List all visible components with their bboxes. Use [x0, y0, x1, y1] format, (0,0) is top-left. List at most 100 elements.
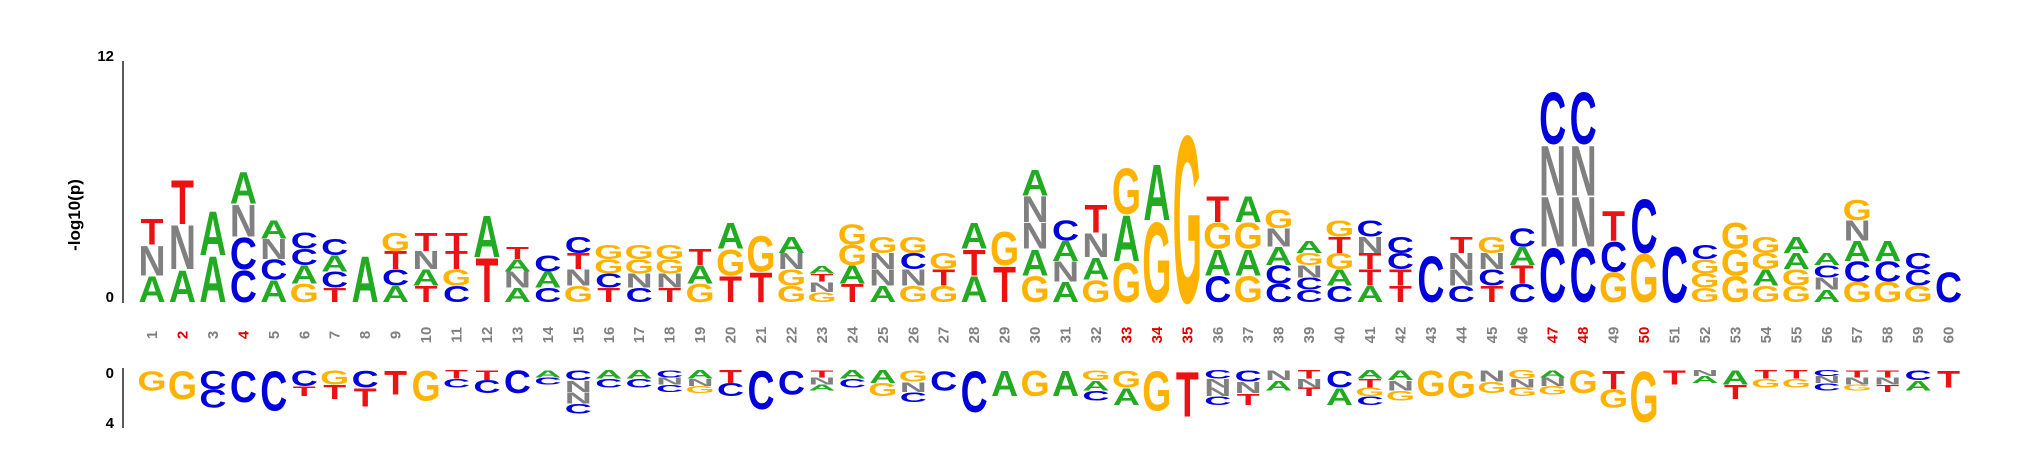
logo-letter-upper: T: [932, 265, 955, 291]
logo-letter-lower: C: [930, 366, 957, 397]
logo-letter-lower: N: [1235, 379, 1262, 397]
logo-letter-upper: A: [1783, 249, 1810, 275]
logo-letter-upper: C: [1631, 183, 1658, 269]
upper-tick-zero: 0: [106, 289, 114, 306]
logo-letter-upper: N: [869, 249, 896, 275]
logo-letter-lower: C: [199, 384, 226, 413]
logo-letter-lower: G: [868, 380, 897, 400]
logo-letter-lower: A: [991, 364, 1018, 404]
logo-letter-lower: G: [168, 364, 197, 409]
logo-letter-upper: C: [1570, 232, 1597, 318]
logo-letter-upper: A: [291, 260, 318, 289]
logo-letter-upper: N: [656, 270, 683, 292]
logo-letter-lower: G: [1020, 364, 1049, 404]
logo-letter-upper: G: [1904, 281, 1933, 307]
logo-letter-upper: G: [1112, 156, 1141, 228]
logo-letter-lower: C: [961, 361, 988, 425]
logo-letter-upper: C: [1509, 279, 1536, 308]
logo-letter-lower: N: [808, 375, 835, 386]
logo-letter-upper: G: [1020, 268, 1049, 310]
logo-letter-upper: C: [1387, 249, 1414, 275]
position-label: 40: [1332, 327, 1349, 344]
logo-letter-lower: T: [293, 384, 316, 400]
logo-letter-upper: A: [504, 285, 531, 307]
logo-letter-upper: A: [1082, 252, 1109, 286]
position-label: 27: [936, 327, 953, 344]
position-label: 47: [1545, 327, 1562, 344]
logo-letter-upper: T: [810, 271, 833, 284]
logo-letter-upper: G: [1234, 215, 1263, 257]
logo-letter-lower: G: [1386, 388, 1415, 404]
logo-letter-upper: A: [717, 215, 744, 257]
logo-letter-lower: N: [565, 378, 592, 396]
logo-letter-upper: A: [961, 268, 988, 310]
logo-letter-upper: C: [1387, 232, 1414, 258]
logo-letter-upper: T: [171, 167, 194, 237]
position-label: 59: [1910, 327, 1927, 344]
logo-letter-upper: G: [564, 281, 593, 307]
logo-letter-upper: T: [993, 255, 1016, 313]
position-label: 26: [905, 327, 922, 344]
position-label: 31: [1058, 327, 1075, 344]
logo-letter-upper: T: [384, 246, 407, 275]
logo-letter-upper: C: [1691, 242, 1718, 264]
logo-letter-lower: C: [504, 365, 531, 401]
logo-letter-upper: G: [1629, 240, 1658, 317]
logo-letter-upper: G: [1142, 199, 1171, 327]
position-label: 54: [1758, 326, 1775, 343]
logo-letter-upper: G: [1721, 242, 1750, 284]
logo-letter-lower: C: [565, 401, 592, 417]
logo-letter-upper: A: [534, 267, 561, 293]
logo-letter-lower: G: [1416, 364, 1445, 404]
position-label: 4: [235, 330, 252, 339]
position-label: 17: [631, 327, 648, 344]
logo-letter-upper: G: [1234, 268, 1263, 310]
logo-letter-lower: A: [1326, 383, 1353, 411]
logo-letter-upper: G: [929, 281, 958, 307]
position-label: 25: [875, 327, 892, 344]
position-label: 23: [814, 327, 831, 344]
logo-letter-upper: N: [1570, 184, 1597, 263]
logo-letter-lower: N: [1874, 375, 1901, 386]
logo-letter-upper: N: [1022, 188, 1049, 230]
logo-letter-upper: C: [900, 249, 927, 275]
logo-letter-upper: C: [1296, 275, 1323, 294]
logo-letter-upper: N: [1570, 133, 1597, 212]
logo-letter-upper: C: [1570, 79, 1597, 161]
logo-letter-lower: G: [1508, 368, 1537, 381]
logo-letter-lower: G: [1081, 368, 1110, 384]
logo-letter-upper: A: [1326, 265, 1353, 291]
logo-letter-lower: G: [1477, 379, 1506, 397]
logo-letter-lower: C: [1204, 394, 1231, 407]
logo-letter-upper: N: [1539, 184, 1566, 263]
position-label: 45: [1484, 327, 1501, 344]
logo-letter-upper: C: [1539, 232, 1566, 318]
position-label: 13: [509, 327, 526, 344]
logo-letter-upper: G: [838, 220, 867, 252]
logo-letter-upper: G: [290, 279, 319, 308]
position-label: 18: [662, 327, 679, 344]
logo-letter-upper: A: [138, 268, 165, 310]
logo-letter-upper: G: [1477, 232, 1506, 258]
logo-letter-upper: C: [1509, 224, 1536, 253]
logo-letter-upper: T: [445, 246, 468, 275]
position-label: 21: [753, 327, 770, 344]
logo-letter-lower: T: [1937, 365, 1960, 393]
logo-letter-upper: G: [1081, 275, 1110, 309]
logo-letter-upper: A: [382, 281, 409, 307]
logo-letter-upper: A: [1296, 238, 1323, 257]
logo-letter-lower: C: [1905, 368, 1932, 384]
position-label: 48: [1575, 327, 1592, 344]
logo-letter-lower: A: [808, 383, 835, 392]
logo-letter-upper: G: [1325, 249, 1354, 275]
logo-letter-upper: A: [808, 263, 835, 276]
position-label: 16: [601, 327, 618, 344]
logo-letter-lower: C: [1813, 368, 1840, 377]
logo-letter-upper: G: [625, 242, 654, 264]
position-label: 46: [1514, 327, 1531, 344]
logo-letter-lower: N: [1478, 368, 1505, 386]
logo-letter-upper: A: [1509, 242, 1536, 271]
logo-letter-lower: G: [1142, 361, 1171, 423]
